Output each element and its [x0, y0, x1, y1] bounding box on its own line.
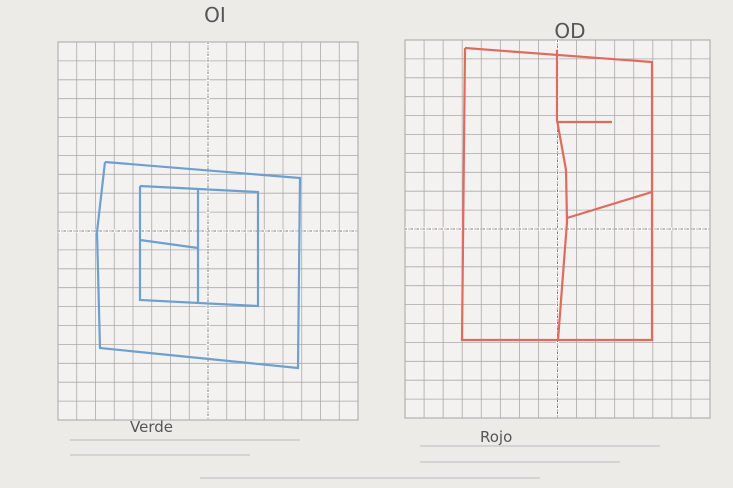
handwritten-name: Rojo: [480, 428, 512, 446]
photo: OI OD Verde Rojo: [0, 0, 733, 488]
handwritten-name: Verde: [130, 418, 173, 436]
eye-label: OI: [204, 3, 226, 27]
eye-label: OD: [554, 19, 585, 43]
